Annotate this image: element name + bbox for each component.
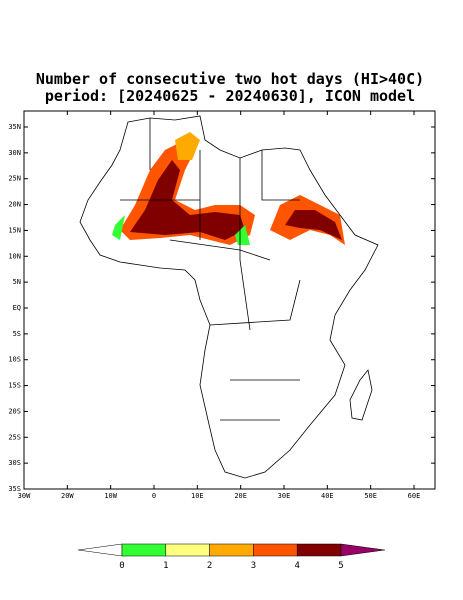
lat-label: EQ (13, 304, 21, 312)
colorbar-label: 3 (251, 561, 256, 571)
lon-label: 60E (408, 492, 421, 500)
colorbar-box (209, 543, 254, 557)
title-line-2: period: [20240625 - 20240630], ICON mode… (45, 87, 415, 105)
colorbar-label: 5 (338, 561, 343, 571)
lon-label: 10W (104, 492, 117, 500)
lon-label: 50E (364, 492, 377, 500)
lat-label: 30N (8, 149, 21, 157)
colorbar-box (165, 543, 210, 557)
colorbar-label: 0 (119, 561, 124, 571)
colorbar-arrow (340, 543, 385, 557)
colorbar-box (253, 543, 298, 557)
lon-label: 30E (278, 492, 291, 500)
lat-label: 20S (8, 407, 21, 415)
lat-label: 35N (8, 123, 21, 131)
lat-label: 25S (8, 433, 21, 441)
lon-label: 0 (152, 492, 156, 500)
lat-label: 35S (8, 485, 21, 493)
lon-label: 20W (61, 492, 74, 500)
lat-label: 15N (8, 226, 21, 234)
lon-label: 20E (234, 492, 247, 500)
map-land (79, 115, 379, 479)
lon-label: 30W (18, 492, 31, 500)
colorbar-label: 2 (207, 561, 212, 571)
lat-label: 15S (8, 382, 21, 390)
lat-label: 10N (8, 252, 21, 260)
map-frame (23, 110, 436, 490)
colorbar-box (296, 543, 342, 557)
lat-label: 25N (8, 175, 21, 183)
colorbar-label: 4 (294, 561, 299, 571)
title-line-1: Number of consecutive two hot days (HI>4… (36, 70, 424, 88)
lon-label: 40E (321, 492, 334, 500)
lat-label: 10S (8, 356, 21, 364)
lat-label: 5N (13, 278, 21, 286)
lon-label: 10E (191, 492, 204, 500)
colorbar-label: 1 (163, 561, 168, 571)
colorbar-box (121, 543, 167, 557)
lat-label: 30S (8, 459, 21, 467)
colorbar-arrow (78, 543, 123, 557)
lat-label: 5S (13, 330, 21, 338)
lat-label: 20N (8, 201, 21, 209)
